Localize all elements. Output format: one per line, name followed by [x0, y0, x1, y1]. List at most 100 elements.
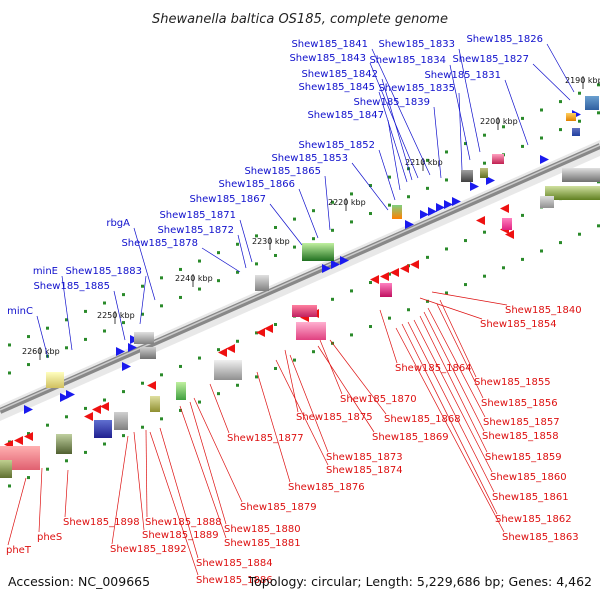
forward-gene-label[interactable]: Shew185_1827 — [452, 54, 529, 65]
forward-leader-line — [378, 149, 396, 201]
track-dot — [179, 364, 182, 368]
reverse-gene-label[interactable]: Shew185_1877 — [227, 433, 304, 444]
track-dot — [578, 232, 581, 236]
gene-block — [540, 196, 554, 208]
reverse-gene-label[interactable]: Shew185_1888 — [145, 517, 222, 528]
gene-block — [296, 322, 326, 340]
forward-gene-label[interactable]: Shew185_1834 — [369, 55, 446, 66]
reverse-gene-label[interactable]: Shew185_1860 — [490, 472, 567, 483]
track-dot — [255, 234, 258, 238]
track-dot — [388, 175, 391, 179]
reverse-gene-label[interactable]: Shew185_1873 — [326, 452, 403, 463]
reverse-gene-label[interactable]: pheS — [37, 532, 62, 543]
reverse-gene-label[interactable]: Shew185_1886 — [196, 575, 273, 586]
forward-gene-label[interactable]: Shew185_1853 — [271, 153, 348, 164]
track-dot — [122, 321, 125, 325]
forward-gene-label[interactable]: Shew185_1843 — [289, 53, 366, 64]
track-dot — [274, 366, 277, 370]
reverse-leader-line — [407, 321, 495, 493]
gene-block — [572, 128, 580, 136]
forward-gene-label[interactable]: Shew185_1842 — [301, 69, 378, 80]
forward-gene-label[interactable]: minE — [33, 266, 58, 277]
track-dot — [236, 339, 239, 343]
track-dot — [27, 476, 30, 480]
forward-gene-label[interactable]: Shew185_1883 — [65, 266, 142, 277]
gene-block — [302, 243, 334, 261]
forward-gene-label[interactable]: Shew185_1841 — [291, 39, 368, 50]
reverse-leader-line — [329, 339, 387, 415]
gene-block — [134, 332, 154, 344]
track-dot — [217, 392, 220, 396]
track-dot — [559, 128, 562, 132]
forward-gene-arrow — [116, 347, 125, 356]
track-dot — [179, 408, 182, 412]
forward-gene-label[interactable]: Shew185_1845 — [298, 82, 375, 93]
forward-gene-label[interactable]: Shew185_1833 — [378, 39, 455, 50]
gene-block — [150, 396, 160, 412]
reverse-gene-arrow — [92, 405, 101, 414]
forward-gene-label[interactable]: Shew185_1885 — [33, 281, 110, 292]
gene-block — [56, 434, 72, 454]
reverse-gene-label[interactable]: Shew185_1869 — [372, 432, 449, 443]
reverse-gene-label[interactable]: Shew185_1874 — [326, 465, 403, 476]
reverse-gene-label[interactable]: Shew185_1870 — [340, 394, 417, 405]
forward-gene-label[interactable]: Shew185_1872 — [157, 225, 234, 236]
track-dot — [160, 417, 163, 421]
reverse-gene-label[interactable]: Shew185_1889 — [142, 530, 219, 541]
forward-gene-label[interactable]: Shew185_1865 — [244, 166, 321, 177]
track-dot — [483, 161, 486, 165]
reverse-gene-label[interactable]: Shew185_1859 — [485, 452, 562, 463]
reverse-gene-label[interactable]: Shew185_1884 — [196, 558, 273, 569]
kbp-tick-label: 2200 kbp — [480, 117, 518, 126]
forward-gene-label[interactable]: Shew185_1839 — [353, 97, 430, 108]
reverse-gene-label[interactable]: pheT — [6, 545, 32, 556]
track-dot — [331, 228, 334, 232]
forward-gene-label[interactable]: Shew185_1835 — [378, 83, 455, 94]
gene-block — [392, 205, 402, 219]
track-dot — [160, 373, 163, 377]
reverse-leader-line — [145, 429, 148, 518]
reverse-gene-label[interactable]: Shew185_1868 — [384, 414, 461, 425]
reverse-gene-label[interactable]: Shew185_1879 — [240, 502, 317, 513]
reverse-gene-label[interactable]: Shew185_1857 — [483, 417, 560, 428]
reverse-gene-label[interactable]: Shew185_1876 — [288, 482, 365, 493]
reverse-gene-arrow — [84, 412, 93, 421]
reverse-gene-label[interactable]: Shew185_1892 — [110, 544, 187, 555]
forward-gene-label[interactable]: Shew185_1826 — [466, 34, 543, 45]
reverse-gene-label[interactable]: Shew185_1854 — [480, 319, 557, 330]
forward-gene-label[interactable]: rbgA — [106, 218, 130, 229]
reverse-gene-arrow — [476, 216, 485, 225]
reverse-gene-label[interactable]: Shew185_1855 — [474, 377, 551, 388]
track-dot — [141, 425, 144, 429]
forward-gene-label[interactable]: Shew185_1878 — [121, 238, 198, 249]
track-dot — [27, 363, 30, 367]
forward-gene-label[interactable]: Shew185_1847 — [307, 110, 384, 121]
reverse-gene-label[interactable]: Shew185_1875 — [296, 412, 373, 423]
reverse-gene-label[interactable]: Shew185_1861 — [492, 492, 569, 503]
genome-summary: Topology: circular; Length: 5,229,686 bp… — [248, 574, 592, 589]
reverse-gene-label[interactable]: Shew185_1862 — [495, 514, 572, 525]
track-dot — [27, 335, 30, 339]
reverse-gene-label[interactable]: Shew185_1864 — [395, 363, 472, 374]
forward-gene-label[interactable]: Shew185_1866 — [218, 179, 295, 190]
forward-gene-label[interactable]: Shew185_1871 — [159, 210, 236, 221]
reverse-gene-label[interactable]: Shew185_1898 — [63, 517, 140, 528]
track-dot — [521, 116, 524, 120]
forward-gene-label[interactable]: Shew185_1852 — [298, 140, 375, 151]
forward-leader-line — [433, 106, 442, 179]
forward-leader-line — [239, 219, 253, 263]
track-dot — [293, 358, 296, 362]
forward-gene-label[interactable]: minC — [7, 306, 33, 317]
gene-block — [255, 275, 269, 291]
reverse-gene-label[interactable]: Shew185_1840 — [505, 305, 582, 316]
forward-gene-label[interactable]: Shew185_1867 — [189, 194, 266, 205]
track-dot — [84, 309, 87, 313]
reverse-gene-label[interactable]: Shew185_1863 — [502, 532, 579, 543]
reverse-gene-label[interactable]: Shew185_1858 — [482, 431, 559, 442]
track-dot — [8, 484, 11, 488]
forward-gene-label[interactable]: Shew185_1831 — [424, 70, 501, 81]
reverse-gene-label[interactable]: Shew185_1880 — [224, 524, 301, 535]
reverse-gene-label[interactable]: Shew185_1856 — [481, 398, 558, 409]
reverse-leader-line — [275, 359, 329, 466]
reverse-gene-label[interactable]: Shew185_1881 — [224, 538, 301, 549]
